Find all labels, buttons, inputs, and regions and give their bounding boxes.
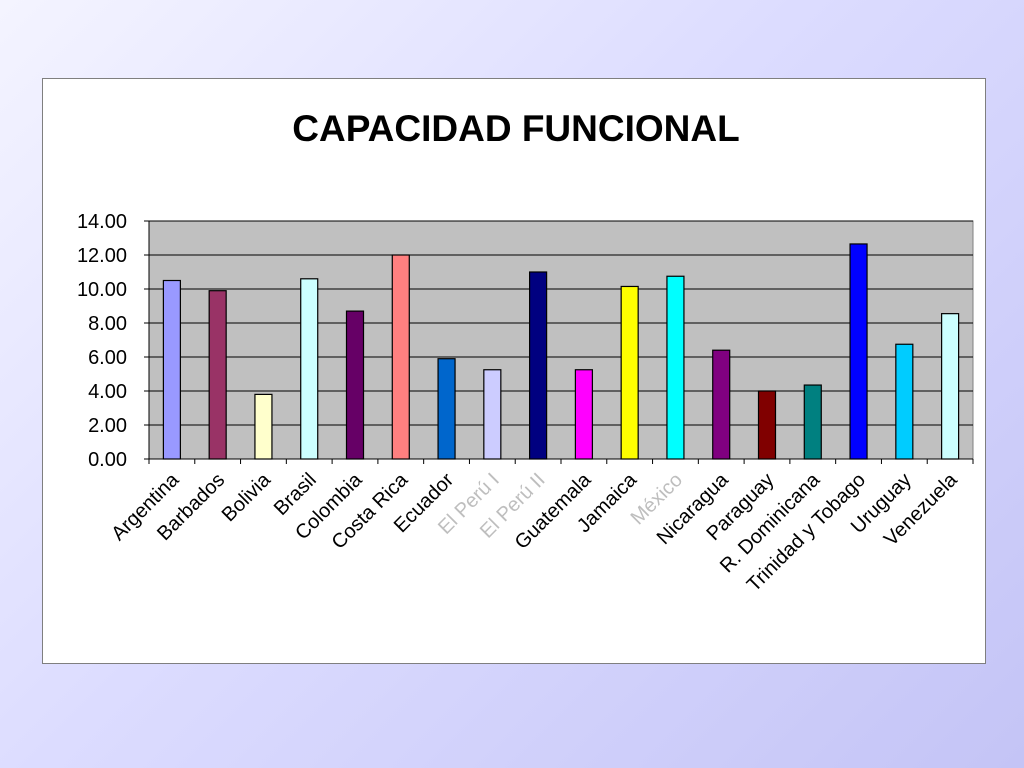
bar-jamaica bbox=[620, 285, 639, 460]
bar-m-xico bbox=[666, 275, 685, 460]
bar-venezuela bbox=[941, 313, 960, 460]
plot-area bbox=[148, 220, 974, 460]
bar-nicaragua bbox=[712, 349, 731, 460]
bar-colombia bbox=[345, 310, 365, 460]
bar-paraguay bbox=[757, 390, 777, 460]
bar-uruguay bbox=[895, 343, 914, 460]
chart-title: CAPACIDAD FUNCIONAL bbox=[292, 108, 739, 149]
bar-brasil bbox=[300, 278, 319, 460]
bar-ecuador bbox=[437, 358, 456, 460]
x-axis-labels: ArgentinaBarbadosBoliviaBrasilColombiaCo… bbox=[107, 459, 974, 596]
y-tick-label: 0.00 bbox=[88, 449, 127, 471]
bar-argentina bbox=[162, 279, 181, 460]
x-category-label: Bolivia bbox=[218, 468, 276, 526]
chart-panel: CAPACIDAD FUNCIONAL 0.00 2.00 4.00 6.00 8.00… bbox=[42, 78, 986, 664]
bar-bolivia bbox=[254, 393, 273, 460]
y-tick-label: 4.00 bbox=[88, 381, 127, 403]
bar-trinidad-y-tobago bbox=[849, 243, 868, 460]
y-tick-label: 14.00 bbox=[77, 211, 127, 233]
y-axis-ticks: 0.00 2.00 4.00 6.00 8.00 10.00 12.00 14.00 bbox=[77, 211, 149, 471]
bar-guatemala bbox=[574, 369, 593, 460]
y-tick-label: 8.00 bbox=[88, 313, 127, 335]
bar-barbados bbox=[208, 290, 227, 460]
gridlines bbox=[149, 220, 973, 460]
bar-costa-rica bbox=[391, 254, 410, 460]
y-tick-label: 2.00 bbox=[88, 415, 127, 437]
y-tick-label: 6.00 bbox=[88, 347, 127, 369]
bar-chart: CAPACIDAD FUNCIONAL 0.00 2.00 4.00 6.00 8.00… bbox=[77, 108, 974, 596]
y-tick-label: 12.00 bbox=[77, 245, 127, 267]
y-tick-label: 10.00 bbox=[77, 279, 127, 301]
bar-el-per-i bbox=[483, 369, 502, 460]
bar-r-dominicana bbox=[803, 384, 822, 460]
bar-el-per-ii bbox=[529, 271, 548, 460]
